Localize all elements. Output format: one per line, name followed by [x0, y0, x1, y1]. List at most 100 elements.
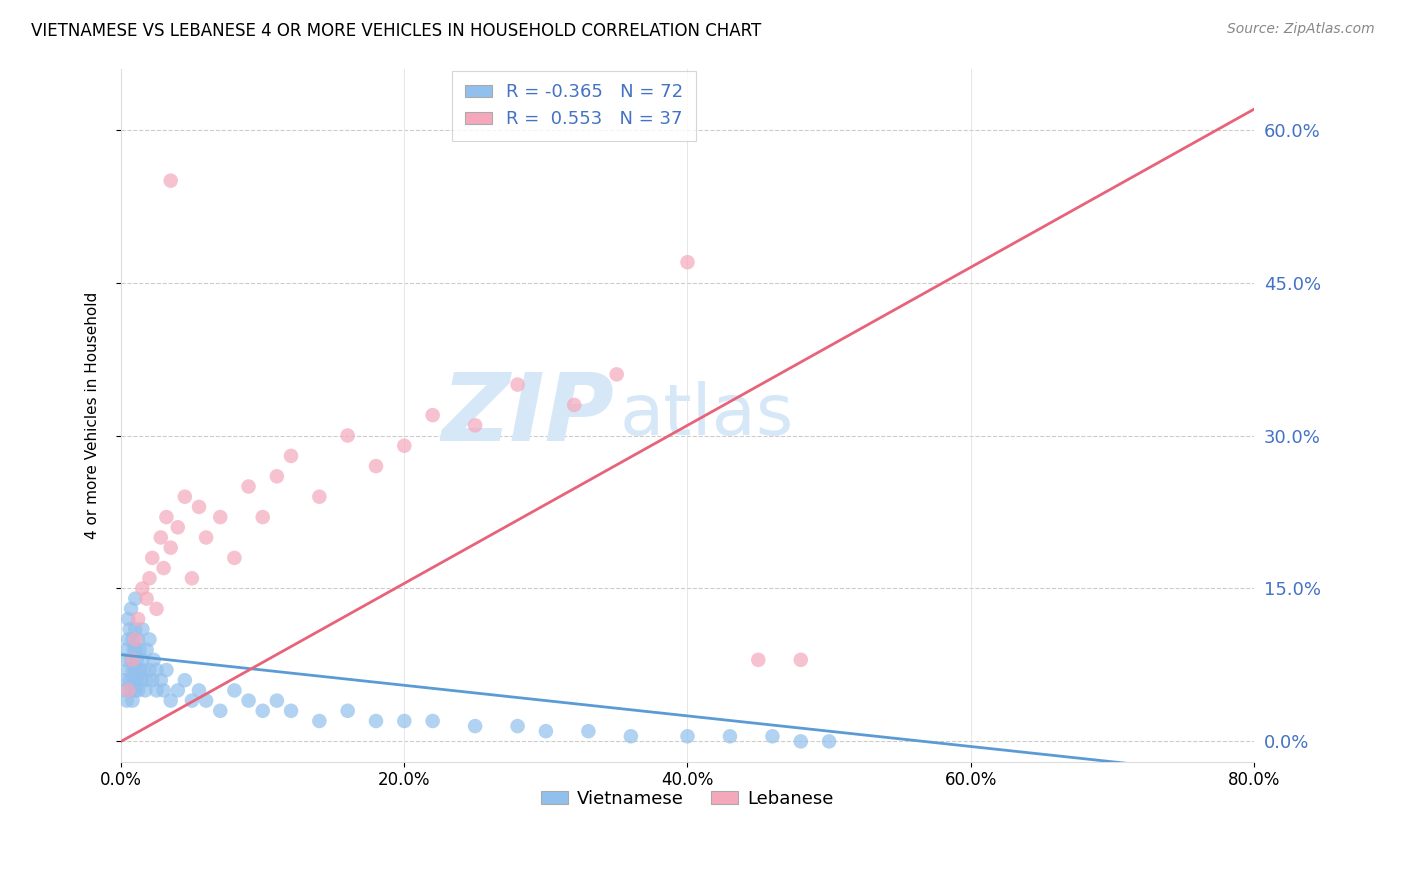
Point — [115, 642, 138, 657]
Point — [506, 719, 529, 733]
Point — [127, 632, 149, 647]
Point — [114, 653, 136, 667]
Point — [166, 520, 188, 534]
Point — [308, 714, 330, 728]
Point — [112, 673, 135, 688]
Text: ZIP: ZIP — [441, 369, 614, 461]
Point — [121, 663, 143, 677]
Point — [761, 729, 783, 743]
Point — [138, 632, 160, 647]
Point — [124, 632, 146, 647]
Point — [135, 591, 157, 606]
Point — [266, 469, 288, 483]
Point — [155, 510, 177, 524]
Point — [422, 408, 444, 422]
Point — [122, 673, 145, 688]
Point — [115, 693, 138, 707]
Point — [620, 729, 643, 743]
Point — [188, 683, 211, 698]
Point — [464, 719, 486, 733]
Point — [181, 571, 204, 585]
Point — [152, 683, 174, 698]
Point — [718, 729, 741, 743]
Point — [266, 693, 288, 707]
Point — [166, 683, 188, 698]
Point — [159, 541, 181, 555]
Point — [121, 653, 143, 667]
Point — [252, 704, 274, 718]
Point — [145, 683, 167, 698]
Point — [138, 663, 160, 677]
Point — [135, 673, 157, 688]
Point — [149, 673, 172, 688]
Point — [132, 663, 155, 677]
Point — [576, 724, 599, 739]
Point — [209, 704, 232, 718]
Point — [159, 693, 181, 707]
Point — [141, 673, 163, 688]
Point — [790, 653, 813, 667]
Point — [118, 622, 141, 636]
Point — [224, 550, 246, 565]
Point — [128, 663, 150, 677]
Point — [336, 704, 359, 718]
Point — [155, 663, 177, 677]
Point — [117, 663, 139, 677]
Point — [224, 683, 246, 698]
Point — [121, 632, 143, 647]
Point — [122, 642, 145, 657]
Point — [120, 653, 142, 667]
Point — [145, 602, 167, 616]
Point — [124, 591, 146, 606]
Point — [676, 255, 699, 269]
Point — [394, 714, 416, 728]
Point — [138, 571, 160, 585]
Point — [145, 663, 167, 677]
Point — [117, 632, 139, 647]
Point — [128, 642, 150, 657]
Point — [131, 653, 153, 667]
Point — [124, 683, 146, 698]
Point — [117, 612, 139, 626]
Point — [188, 500, 211, 514]
Point — [209, 510, 232, 524]
Point — [252, 510, 274, 524]
Text: Source: ZipAtlas.com: Source: ZipAtlas.com — [1227, 22, 1375, 37]
Point — [152, 561, 174, 575]
Text: VIETNAMESE VS LEBANESE 4 OR MORE VEHICLES IN HOUSEHOLD CORRELATION CHART: VIETNAMESE VS LEBANESE 4 OR MORE VEHICLE… — [31, 22, 761, 40]
Point — [181, 693, 204, 707]
Point — [173, 673, 195, 688]
Point — [127, 612, 149, 626]
Point — [124, 663, 146, 677]
Point — [606, 368, 628, 382]
Point — [159, 174, 181, 188]
Point — [124, 642, 146, 657]
Point — [141, 550, 163, 565]
Point — [142, 653, 165, 667]
Point — [280, 449, 302, 463]
Point — [308, 490, 330, 504]
Point — [121, 693, 143, 707]
Point — [131, 622, 153, 636]
Point — [131, 582, 153, 596]
Point — [394, 439, 416, 453]
Point — [464, 418, 486, 433]
Point — [818, 734, 841, 748]
Point — [422, 714, 444, 728]
Point — [134, 683, 156, 698]
Point — [117, 683, 139, 698]
Point — [747, 653, 769, 667]
Point — [676, 729, 699, 743]
Point — [336, 428, 359, 442]
Point — [125, 653, 148, 667]
Point — [120, 602, 142, 616]
Point — [562, 398, 585, 412]
Point — [173, 490, 195, 504]
Point — [790, 734, 813, 748]
Point — [129, 673, 152, 688]
Point — [135, 642, 157, 657]
Point — [125, 673, 148, 688]
Point — [534, 724, 557, 739]
Y-axis label: 4 or more Vehicles in Household: 4 or more Vehicles in Household — [86, 292, 100, 539]
Point — [124, 622, 146, 636]
